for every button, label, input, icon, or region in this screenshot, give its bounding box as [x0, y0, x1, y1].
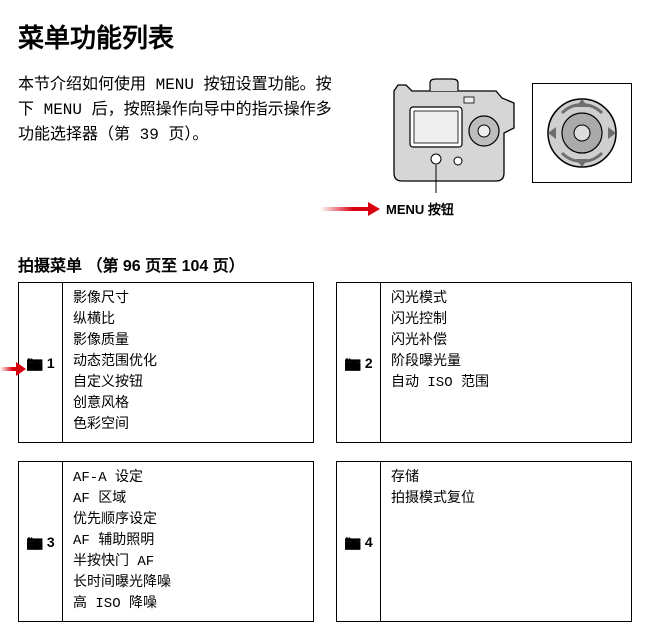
menu-item: 优先顺序设定 — [73, 510, 171, 531]
arrow-right-icon — [0, 362, 26, 376]
menu-item: 长时间曝光降噪 — [73, 573, 171, 594]
camera-back-icon — [384, 73, 524, 193]
dial-closeup — [532, 83, 632, 183]
menu-tab-3: 📷3 — [19, 462, 63, 621]
intro-row: 本节介绍如何使用 MENU 按钮设置功能。按下 MENU 后，按照操作向导中的指… — [0, 55, 650, 193]
arrow-right-icon — [320, 203, 380, 215]
menu-card-4: 📷4存储拍摄模式复位 — [336, 461, 632, 622]
menu-grid: 📷1影像尺寸纵横比影像质量动态范围优化自定义按钮创意风格色彩空间📷2闪光模式闪光… — [0, 282, 650, 622]
callout-label: MENU 按钮 — [386, 199, 454, 218]
menu-tab-4: 📷4 — [337, 462, 381, 621]
menu-item: 自定义按钮 — [73, 373, 157, 394]
menu-item: 存储 — [391, 468, 475, 489]
menu-item: 自动 ISO 范围 — [391, 373, 489, 394]
menu-card-3: 📷3AF-A 设定AF 区域优先顺序设定AF 辅助照明半按快门 AF长时间曝光降… — [18, 461, 314, 622]
menu-item: 闪光模式 — [391, 289, 489, 310]
menu-number: 3 — [47, 534, 55, 550]
camera-icon: 📷 — [344, 356, 361, 370]
menu-items-2: 闪光模式闪光控制闪光补偿阶段曝光量自动 ISO 范围 — [381, 283, 499, 442]
menu-items-4: 存储拍摄模式复位 — [381, 462, 485, 621]
illustration — [352, 73, 632, 193]
menu-item: 阶段曝光量 — [391, 352, 489, 373]
menu-number: 4 — [365, 534, 373, 550]
camera-icon: 📷 — [26, 535, 43, 549]
multi-selector-icon — [540, 91, 624, 175]
camera-icon: 📷 — [26, 356, 43, 370]
menu-item: 影像尺寸 — [73, 289, 157, 310]
menu-item: AF 辅助照明 — [73, 531, 171, 552]
page-title: 菜单功能列表 — [0, 0, 650, 55]
menu-number: 1 — [47, 355, 55, 371]
menu-item: 闪光补偿 — [391, 331, 489, 352]
menu-items-3: AF-A 设定AF 区域优先顺序设定AF 辅助照明半按快门 AF长时间曝光降噪高… — [63, 462, 181, 621]
menu-item: 闪光控制 — [391, 310, 489, 331]
menu-button-callout: MENU 按钮 — [0, 193, 650, 218]
menu-item: 拍摄模式复位 — [391, 489, 475, 510]
menu-item: 纵横比 — [73, 310, 157, 331]
section-title: 拍摄菜单 （第 96 页至 104 页） — [0, 218, 650, 282]
menu-items-1: 影像尺寸纵横比影像质量动态范围优化自定义按钮创意风格色彩空间 — [63, 283, 167, 442]
menu-number: 2 — [365, 355, 373, 371]
menu-item: AF-A 设定 — [73, 468, 171, 489]
menu-item: 色彩空间 — [73, 415, 157, 436]
menu-item: 半按快门 AF — [73, 552, 171, 573]
menu-item: 动态范围优化 — [73, 352, 157, 373]
menu-item: 影像质量 — [73, 331, 157, 352]
menu-item: 创意风格 — [73, 394, 157, 415]
menu-item: 高 ISO 降噪 — [73, 594, 171, 615]
menu-card-1: 📷 1 影像尺寸纵横比影像质量动态范围优化自定义按钮创意风格色彩空间 — [18, 282, 314, 443]
camera-icon: 📷 — [344, 535, 361, 549]
menu-card-2: 📷2闪光模式闪光控制闪光补偿阶段曝光量自动 ISO 范围 — [336, 282, 632, 443]
intro-text: 本节介绍如何使用 MENU 按钮设置功能。按下 MENU 后，按照操作向导中的指… — [18, 73, 338, 147]
menu-item: AF 区域 — [73, 489, 171, 510]
menu-tab-2: 📷2 — [337, 283, 381, 442]
